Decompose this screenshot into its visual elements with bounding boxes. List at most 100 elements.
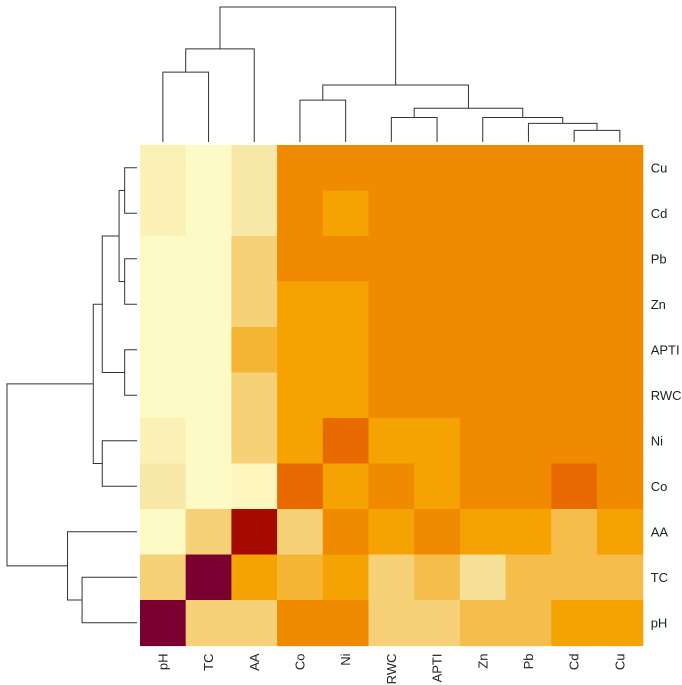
heatmap-cell-APTI-Cd <box>551 327 598 374</box>
column-dendrogram-branch-3 <box>482 117 564 142</box>
heatmap-cell-Pb-Co <box>277 236 324 283</box>
heatmap-cell-Zn-RWC <box>368 281 415 328</box>
heatmap-cell-RWC-Cd <box>551 372 598 419</box>
heatmap-cell-Co-APTI <box>414 463 461 510</box>
heatmap-cell-AA-pH <box>140 509 187 556</box>
heatmap-cell-TC-Pb <box>505 554 552 601</box>
heatmap-cell-Pb-Ni <box>322 236 370 283</box>
heatmap-cell-RWC-RWC <box>368 372 415 419</box>
heatmap-cell-AA-Cu <box>597 509 644 556</box>
heatmap-cell-Zn-Co <box>277 281 324 328</box>
heatmap-cell-Cd-Co <box>277 190 324 237</box>
column-label-Cd: Cd <box>567 654 582 671</box>
heatmap-cell-APTI-Zn <box>459 327 507 374</box>
row-label-RWC: RWC <box>651 388 682 403</box>
row-label-Ni: Ni <box>651 433 663 448</box>
heatmap-cell-TC-Cu <box>597 554 644 601</box>
row-dendrogram-branch-5 <box>101 235 125 373</box>
heatmap-cell-pH-APTI <box>414 600 461 647</box>
heatmap-cell-Cu-RWC <box>368 145 415 192</box>
heatmap-cell-Ni-APTI <box>414 418 461 465</box>
heatmap-cell-RWC-Pb <box>505 372 552 419</box>
heatmap-cell-Pb-AA <box>231 236 278 283</box>
heatmap-cell-Cd-Pb <box>505 190 552 237</box>
heatmap-cell-RWC-Cu <box>597 372 644 419</box>
heatmap-cell-pH-Pb <box>505 600 552 647</box>
row-dendrogram-branch-3 <box>124 349 137 396</box>
heatmap-cell-Cd-Ni <box>322 190 370 237</box>
heatmap-cell-pH-Cu <box>597 600 644 647</box>
heatmap-cell-RWC-Zn <box>459 372 507 419</box>
heatmap-cell-TC-Co <box>277 554 324 601</box>
heatmap-cell-APTI-Cu <box>597 327 644 374</box>
heatmap-cell-Co-pH <box>140 463 187 510</box>
heatmap-cell-AA-Ni <box>322 509 370 556</box>
heatmap-cell-RWC-TC <box>185 372 232 419</box>
heatmap-cell-Cu-pH <box>140 145 187 192</box>
heatmap-cell-pH-AA <box>231 600 278 647</box>
heatmap-cell-APTI-Co <box>277 327 324 374</box>
heatmap-cell-Cu-Co <box>277 145 324 192</box>
column-dendrogram-branch-9 <box>185 48 255 142</box>
heatmap-cell-Cd-Cd <box>551 190 598 237</box>
heatmap-cell-Cu-Ni <box>322 145 370 192</box>
heatmap-cell-Co-TC <box>185 463 232 510</box>
heatmap-cell-AA-AA <box>231 509 278 556</box>
column-label-Co: Co <box>292 654 307 671</box>
heatmap-cell-TC-Cd <box>551 554 598 601</box>
row-dendrogram-branch-1 <box>124 167 137 214</box>
heatmap-cell-pH-Cd <box>551 600 598 647</box>
heatmap-cell-Pb-Zn <box>459 236 507 283</box>
row-label-APTI: APTI <box>651 342 680 357</box>
row-label-Cd: Cd <box>651 206 668 221</box>
heatmap-cell-Zn-TC <box>185 281 232 328</box>
column-dendrogram-branch-5 <box>413 107 524 118</box>
heatmap-cell-Pb-Cu <box>597 236 644 283</box>
heatmap-cell-APTI-AA <box>231 327 278 374</box>
heatmap-cell-Cu-AA <box>231 145 278 192</box>
heatmap-cell-Ni-Zn <box>459 418 507 465</box>
column-labels: pH TC AA Co Ni RWC APTI Zn Pb Cd Cu <box>155 653 627 684</box>
heatmap-cell-APTI-TC <box>185 327 232 374</box>
heatmap-cell-Ni-Ni <box>322 418 370 465</box>
heatmap-cell-Co-Cu <box>597 463 644 510</box>
heatmap-cell-Cu-APTI <box>414 145 461 192</box>
column-dendrogram-branch-7 <box>322 84 469 109</box>
row-dendrogram-branch-7 <box>92 303 103 464</box>
heatmap-cell-Ni-Co <box>277 418 324 465</box>
heatmap-cell-pH-TC <box>185 600 232 647</box>
heatmap-cell-Zn-Cu <box>597 281 644 328</box>
heatmap-cell-Cd-APTI <box>414 190 461 237</box>
heatmap-cell-Cu-Zn <box>459 145 507 192</box>
heatmap-cell-Cd-AA <box>231 190 278 237</box>
column-label-Ni: Ni <box>338 653 353 665</box>
row-dendrogram-branch-4 <box>118 190 125 282</box>
heatmap-cell-Pb-Cd <box>551 236 598 283</box>
heatmap-cell-Pb-pH <box>140 236 187 283</box>
heatmap-cell-Zn-Cd <box>551 281 598 328</box>
column-label-Pb: Pb <box>521 654 536 670</box>
heatmap-cell-APTI-Ni <box>322 327 370 374</box>
heatmap-cell-Co-RWC <box>368 463 415 510</box>
heatmap-cell-Ni-AA <box>231 418 278 465</box>
heatmap-cell-RWC-Co <box>277 372 324 419</box>
heatmap-cell-APTI-Pb <box>505 327 552 374</box>
column-dendrogram-branch-4 <box>390 117 438 142</box>
row-label-Zn: Zn <box>651 297 666 312</box>
row-label-Cu: Cu <box>651 160 668 175</box>
heatmap-cell-Co-Zn <box>459 463 507 510</box>
heatmap-cell-Zn-APTI <box>414 281 461 328</box>
heatmap-cell-Cd-TC <box>185 190 232 237</box>
heatmap-cell-Ni-pH <box>140 418 187 465</box>
heatmap-cell-TC-TC <box>185 554 232 601</box>
heatmap-cell-Ni-TC <box>185 418 232 465</box>
column-label-Zn: Zn <box>475 654 490 669</box>
heatmap-cell-Ni-Cd <box>551 418 598 465</box>
heatmap-cell-Pb-APTI <box>414 236 461 283</box>
row-dendrogram-branch-8 <box>81 576 137 624</box>
heatmap-cell-Ni-Pb <box>505 418 552 465</box>
heatmap-cell-TC-APTI <box>414 554 461 601</box>
row-label-AA: AA <box>651 524 669 539</box>
row-label-Pb: Pb <box>651 251 667 266</box>
heatmap-cell-Cu-Cd <box>551 145 598 192</box>
